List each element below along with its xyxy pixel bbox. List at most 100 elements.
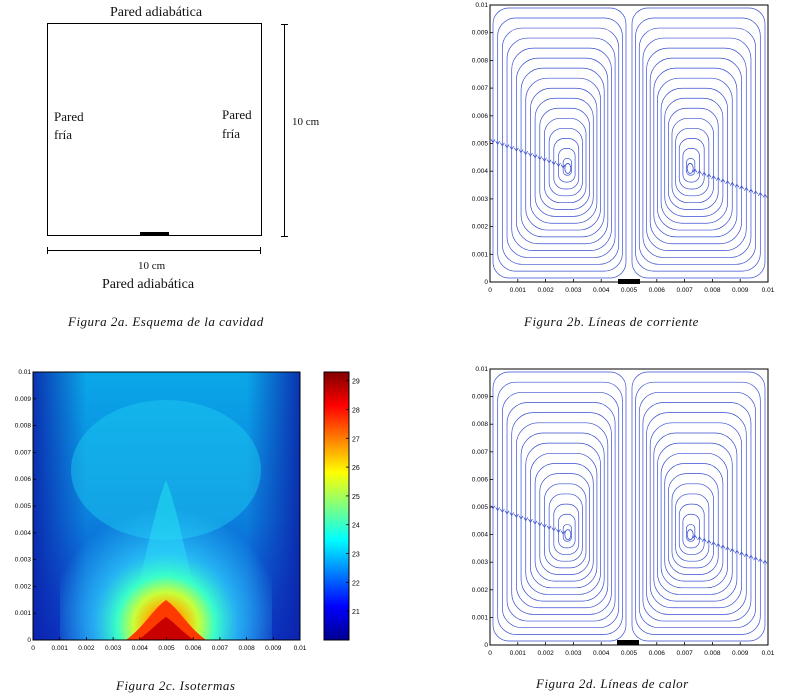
chart-2d: 0 0.001 0.002 0.003 0.004 0.005 0.006 0.007 0.00… <box>472 366 775 657</box>
xtick-label-2d: 0.006 <box>649 650 666 657</box>
flow-arrow-2d <box>514 513 519 518</box>
streamline-2d <box>548 493 583 562</box>
streamline-2d <box>502 391 620 629</box>
ytick-label-2b: 0.006 <box>472 113 489 120</box>
flow-arrow-2b <box>720 178 726 183</box>
xtick-label-2b: 0.002 <box>537 287 554 294</box>
vortex-core-2d <box>564 529 572 540</box>
flow-arrow-2d <box>542 523 547 528</box>
streamline-2b <box>678 137 705 190</box>
ytick-label-2c: 0.005 <box>15 503 32 510</box>
flow-arrow-2b <box>743 186 749 191</box>
ytick-label-2b: 0.002 <box>472 224 489 231</box>
ytick-label-2b: 0 <box>484 279 488 286</box>
xtick-label-2c: 0.006 <box>185 645 202 652</box>
ytick-label-2d: 0.008 <box>472 421 489 428</box>
flow-arrow-2d <box>500 508 505 513</box>
flow-arrow-2b <box>532 154 538 159</box>
vortex-core-2b <box>564 163 572 174</box>
streamline-2d <box>664 463 724 582</box>
right-wall-label-1: Pared <box>222 107 252 122</box>
heat-source-2b <box>618 279 640 284</box>
flow-arrow-2d <box>762 559 768 564</box>
plot-area-2b <box>489 4 769 283</box>
colorbar-tick-label: 21 <box>352 609 360 616</box>
streamline-2d <box>525 442 601 595</box>
streamline-2d <box>657 442 733 595</box>
width-dimension-label: 10 cm <box>138 260 166 272</box>
colorbar-tick-label: 26 <box>352 465 360 472</box>
xtick-label-2b: 0.008 <box>704 287 721 294</box>
xtick-label-2d: 0.009 <box>732 650 749 657</box>
streamline-2d <box>539 473 591 575</box>
xtick-label-2b: 0.01 <box>762 287 775 294</box>
xtick-label-2c: 0 <box>31 645 35 652</box>
ytick-label-2d: 0.009 <box>472 394 489 401</box>
flow-arrow-2d <box>692 534 698 539</box>
streamline-2b <box>562 158 572 176</box>
xtick-label-2d: 0.01 <box>762 650 775 657</box>
colorbar-tick-label: 29 <box>352 379 360 386</box>
vortex-core-2b <box>686 163 694 174</box>
flow-arrow-2d <box>711 541 716 546</box>
xtick-label-2b: 0.005 <box>621 287 638 294</box>
flow-arrow-2b <box>753 190 758 195</box>
flow-arrow-2d <box>546 525 552 530</box>
chart-2c: 0 0.001 0.002 0.003 0.004 0.005 0.006 0.007 0.00… <box>15 369 360 652</box>
flow-arrow-2b <box>509 145 515 150</box>
xtick-label-2d: 0.008 <box>704 650 721 657</box>
streamline-2d <box>530 452 598 589</box>
ytick-label-2b: 0.003 <box>472 196 489 203</box>
flow-arrow-2b <box>706 173 712 178</box>
streamline-2b <box>642 37 752 258</box>
left-wall-label-2: fría <box>54 127 73 142</box>
xtick-label-2b: 0.007 <box>676 287 693 294</box>
figure-2a: Pared adiabática Pared fría Pared fría 1… <box>0 0 380 340</box>
xtick-label-2c: 0.008 <box>238 645 255 652</box>
ytick-label-2d: 0.003 <box>472 559 489 566</box>
axis-ticks-2c: 0 0.001 0.002 0.003 0.004 0.005 0.006 0.007 0.00… <box>15 369 307 652</box>
flow-arrow-2d <box>509 512 515 517</box>
height-dimension-label: 10 cm <box>292 116 320 128</box>
streamline-2d <box>520 432 605 602</box>
flow-arrow-2d <box>495 507 501 512</box>
ytick-label-2c: 0.004 <box>15 530 32 537</box>
axis-ticks-2b: 0 0.001 0.002 0.003 0.004 0.005 0.006 0.007 0.00… <box>472 2 775 294</box>
streamline-2b <box>558 148 576 183</box>
ytick-label-2c: 0.001 <box>15 610 32 617</box>
ytick-label-2c: 0.002 <box>15 583 32 590</box>
flow-arrow-2b <box>551 161 557 166</box>
colorbar-tick-label: 23 <box>352 552 360 559</box>
streamline-2d <box>686 524 696 542</box>
colorbar-ticks-2c: 21 22 23 24 25 26 27 28 29 <box>346 379 360 616</box>
cavity-box <box>47 23 262 236</box>
streamline-2b <box>649 57 742 245</box>
flow-arrow-2b <box>556 162 561 167</box>
streamline-2d <box>631 371 766 642</box>
flow-arrow-2b <box>734 183 740 188</box>
flow-arrow-2b <box>701 171 707 176</box>
xtick-label-2c: 0.002 <box>78 645 95 652</box>
height-dimension-line <box>284 24 285 236</box>
colorbar-tick-label: 25 <box>352 494 360 501</box>
flow-arrow-2b <box>500 142 505 147</box>
caption-2a: Figura 2a. Esquema de la cavidad <box>68 314 264 329</box>
flow-arrow-2d <box>748 554 754 559</box>
streamline-2d <box>553 503 580 555</box>
xtick-label-2d: 0.001 <box>510 650 527 657</box>
height-dimension-cap-bottom <box>281 236 288 237</box>
xtick-label-2d: 0.007 <box>676 650 693 657</box>
flow-arrow-2d <box>753 556 758 561</box>
flow-arrow-2b <box>523 151 529 155</box>
xtick-label-2c: 0.007 <box>212 645 229 652</box>
flow-arrow-2d <box>729 548 735 552</box>
vortex-core-2d <box>686 529 694 540</box>
xtick-label-2c: 0.009 <box>265 645 282 652</box>
streamline-2b <box>686 158 696 176</box>
xtick-label-2b: 0.006 <box>649 287 666 294</box>
flow-arrow-2b <box>542 157 547 162</box>
height-dimension-cap-top <box>281 24 288 25</box>
colorbar-2c <box>323 371 350 641</box>
width-dimension-cap-left <box>47 247 48 254</box>
flow-arrow-2b <box>514 147 519 152</box>
